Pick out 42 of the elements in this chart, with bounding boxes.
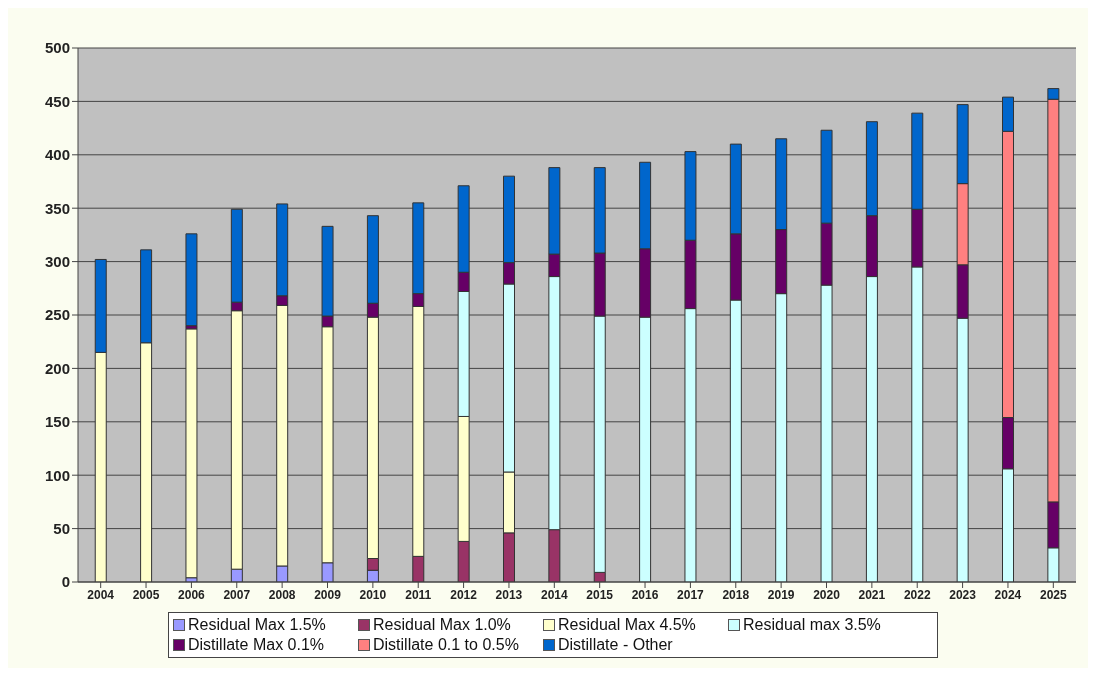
legend-label: Distillate - Other xyxy=(557,635,674,655)
y-tick-label: 450 xyxy=(44,92,70,110)
x-tick-label: 2024 xyxy=(994,587,1022,602)
x-tick-label: 2025 xyxy=(1039,587,1067,602)
x-tick-label: 2020 xyxy=(813,587,841,602)
x-tick-label: 2013 xyxy=(495,587,523,602)
x-tick-label: 2007 xyxy=(223,587,251,602)
y-tick-label: 250 xyxy=(44,306,70,324)
bar xyxy=(185,233,198,327)
x-tick-label: 2014 xyxy=(540,587,568,602)
x-tick-label: 2018 xyxy=(722,587,750,602)
x-tick-label: 2009 xyxy=(314,587,342,602)
y-tick-label: 400 xyxy=(44,146,70,164)
x-tick-label: 2006 xyxy=(178,587,206,602)
x-tick-label: 2019 xyxy=(767,587,795,602)
x-tick-label: 2005 xyxy=(132,587,160,602)
legend-label: Residual Max 1.5% xyxy=(187,615,327,635)
x-tick-label: 2022 xyxy=(903,587,931,602)
bar xyxy=(185,328,198,579)
x-tick-label: 2011 xyxy=(405,587,432,602)
legend-label: Distillate Max 0.1% xyxy=(187,635,326,655)
y-tick-label: 350 xyxy=(44,199,70,217)
y-tick-label: 500 xyxy=(44,39,70,57)
y-tick-label: 100 xyxy=(44,466,70,484)
legend-label: Distillate 0.1 to 0.5% xyxy=(372,635,520,655)
y-tick-label: 50 xyxy=(53,519,70,537)
legend-label: Residual Max 4.5% xyxy=(557,615,697,635)
x-tick-label: 2012 xyxy=(450,587,478,602)
x-tick-label: 2023 xyxy=(949,587,977,602)
y-tick-label: 200 xyxy=(44,359,70,377)
x-tick-label: 2016 xyxy=(631,587,659,602)
legend-label: Residual Max 1.0% xyxy=(372,615,512,635)
y-tick-label: 0 xyxy=(61,573,70,591)
y-tick-label: 300 xyxy=(44,252,70,270)
legend-label: Residual max 3.5% xyxy=(742,615,882,635)
x-tick-label: 2017 xyxy=(677,587,705,602)
x-tick-label: 2015 xyxy=(586,587,614,602)
x-tick-label: 2008 xyxy=(268,587,296,602)
y-tick-label: 150 xyxy=(44,413,70,431)
x-tick-label: 2004 xyxy=(87,587,115,602)
x-tick-label: 2010 xyxy=(359,587,387,602)
x-tick-label: 2021 xyxy=(858,587,886,602)
